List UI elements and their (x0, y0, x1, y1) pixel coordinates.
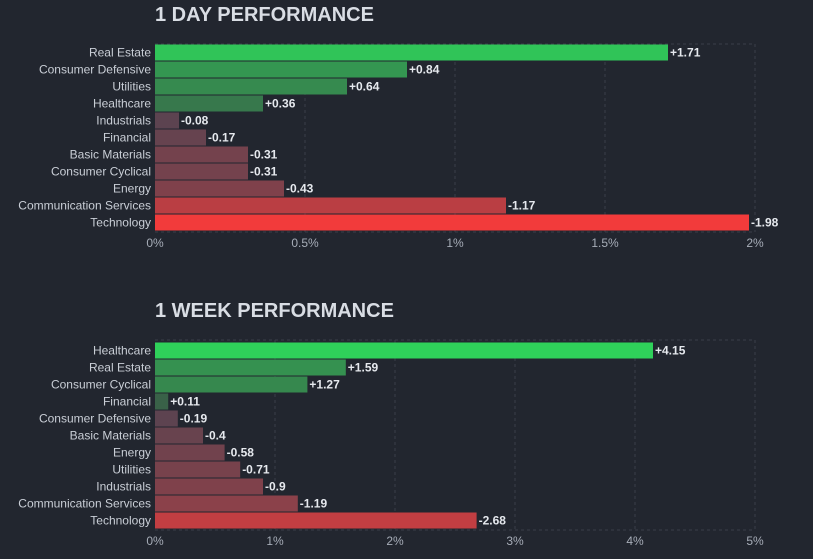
value-label: -2.68 (479, 514, 507, 528)
day-performance-chart: Real Estate +1.71 Consumer Defensive +0.84 U… (18, 43, 779, 250)
category-label: Basic Materials (70, 429, 151, 443)
bar-consumer-cyclical (155, 163, 248, 180)
value-label: +0.64 (349, 80, 380, 94)
category-label: Communication Services (18, 497, 151, 511)
category-label: Real Estate (89, 46, 151, 60)
bar-utilities (155, 461, 241, 478)
x-tick-label: 0% (146, 236, 164, 250)
x-tick-label: 4% (626, 534, 644, 548)
category-label: Energy (113, 446, 151, 460)
week-performance-chart: Healthcare +4.15 Real Estate +1.59 Consumer … (18, 339, 764, 548)
category-label: Financial (103, 395, 151, 409)
category-label: Utilities (112, 80, 151, 94)
value-label: -0.31 (250, 165, 278, 179)
bar-consumer-cyclical (155, 376, 308, 393)
value-label: +0.11 (170, 395, 200, 409)
value-label: -0.17 (208, 131, 236, 145)
category-label: Financial (103, 131, 151, 145)
x-tick-label: 3% (506, 534, 524, 548)
week-performance-panel: 1 WEEK PERFORMANCE Healthcare +4.15 Real E… (0, 296, 813, 559)
bar-basic-materials (155, 146, 248, 163)
category-label: Basic Materials (70, 148, 151, 162)
value-label: -0.71 (242, 463, 270, 477)
bar-healthcare (155, 95, 263, 112)
value-label: +1.27 (309, 378, 340, 392)
category-label: Consumer Defensive (39, 412, 151, 426)
x-tick-label: 1.5% (591, 236, 619, 250)
category-label: Technology (90, 514, 151, 528)
bar-technology (155, 214, 749, 231)
value-label: -0.58 (227, 446, 255, 460)
value-label: +1.71 (670, 46, 701, 60)
bar-utilities (155, 78, 347, 95)
value-label: -0.4 (205, 429, 226, 443)
category-label: Utilities (112, 463, 151, 477)
value-label: -0.31 (250, 148, 278, 162)
category-label: Technology (90, 216, 151, 230)
x-tick-label: 1% (446, 236, 464, 250)
bar-industrials (155, 478, 263, 495)
grid-lines (155, 339, 756, 531)
category-label: Consumer Cyclical (51, 165, 151, 179)
value-label: -1.17 (508, 199, 536, 213)
value-label: -0.08 (181, 114, 209, 128)
x-tick-label: 2% (386, 534, 404, 548)
value-label: -1.98 (751, 216, 779, 230)
x-tick-label: 1% (266, 534, 284, 548)
value-label: -0.19 (180, 412, 208, 426)
value-label: +0.84 (409, 63, 440, 77)
category-label: Industrials (96, 114, 151, 128)
x-tick-label: 5% (746, 534, 764, 548)
category-label: Communication Services (18, 199, 151, 213)
category-label: Energy (113, 182, 151, 196)
value-label: -0.43 (286, 182, 314, 196)
bar-healthcare (155, 342, 653, 359)
chart-title: 1 DAY PERFORMANCE (155, 4, 374, 26)
x-tick-label: 2% (746, 236, 764, 250)
bar-technology (155, 512, 477, 529)
category-label: Consumer Defensive (39, 63, 151, 77)
day-performance-panel: 1 DAY PERFORMANCE Real Estate +1.71 Consum… (0, 0, 813, 260)
bar-real-estate (155, 44, 668, 61)
chart-title: 1 WEEK PERFORMANCE (155, 300, 394, 322)
category-label: Industrials (96, 480, 151, 494)
bar-energy (155, 180, 284, 197)
bar-real-estate (155, 359, 346, 376)
value-label: +0.36 (265, 97, 296, 111)
value-label: +4.15 (655, 344, 686, 358)
bar-basic-materials (155, 427, 203, 444)
category-label: Consumer Cyclical (51, 378, 151, 392)
value-label: -1.19 (300, 497, 328, 511)
bar-industrials (155, 112, 179, 129)
value-label: +1.59 (348, 361, 379, 375)
bar-financial (155, 393, 169, 410)
bar-financial (155, 129, 206, 146)
category-label: Real Estate (89, 361, 151, 375)
bar-communication-services (155, 495, 298, 512)
value-label: -0.9 (265, 480, 286, 494)
category-label: Healthcare (93, 97, 151, 111)
bar-communication-services (155, 197, 506, 214)
bar-consumer-defensive (155, 61, 407, 78)
bar-energy (155, 444, 225, 461)
bar-consumer-defensive (155, 410, 178, 427)
category-label: Healthcare (93, 344, 151, 358)
x-tick-label: 0.5% (291, 236, 319, 250)
x-tick-label: 0% (146, 534, 164, 548)
